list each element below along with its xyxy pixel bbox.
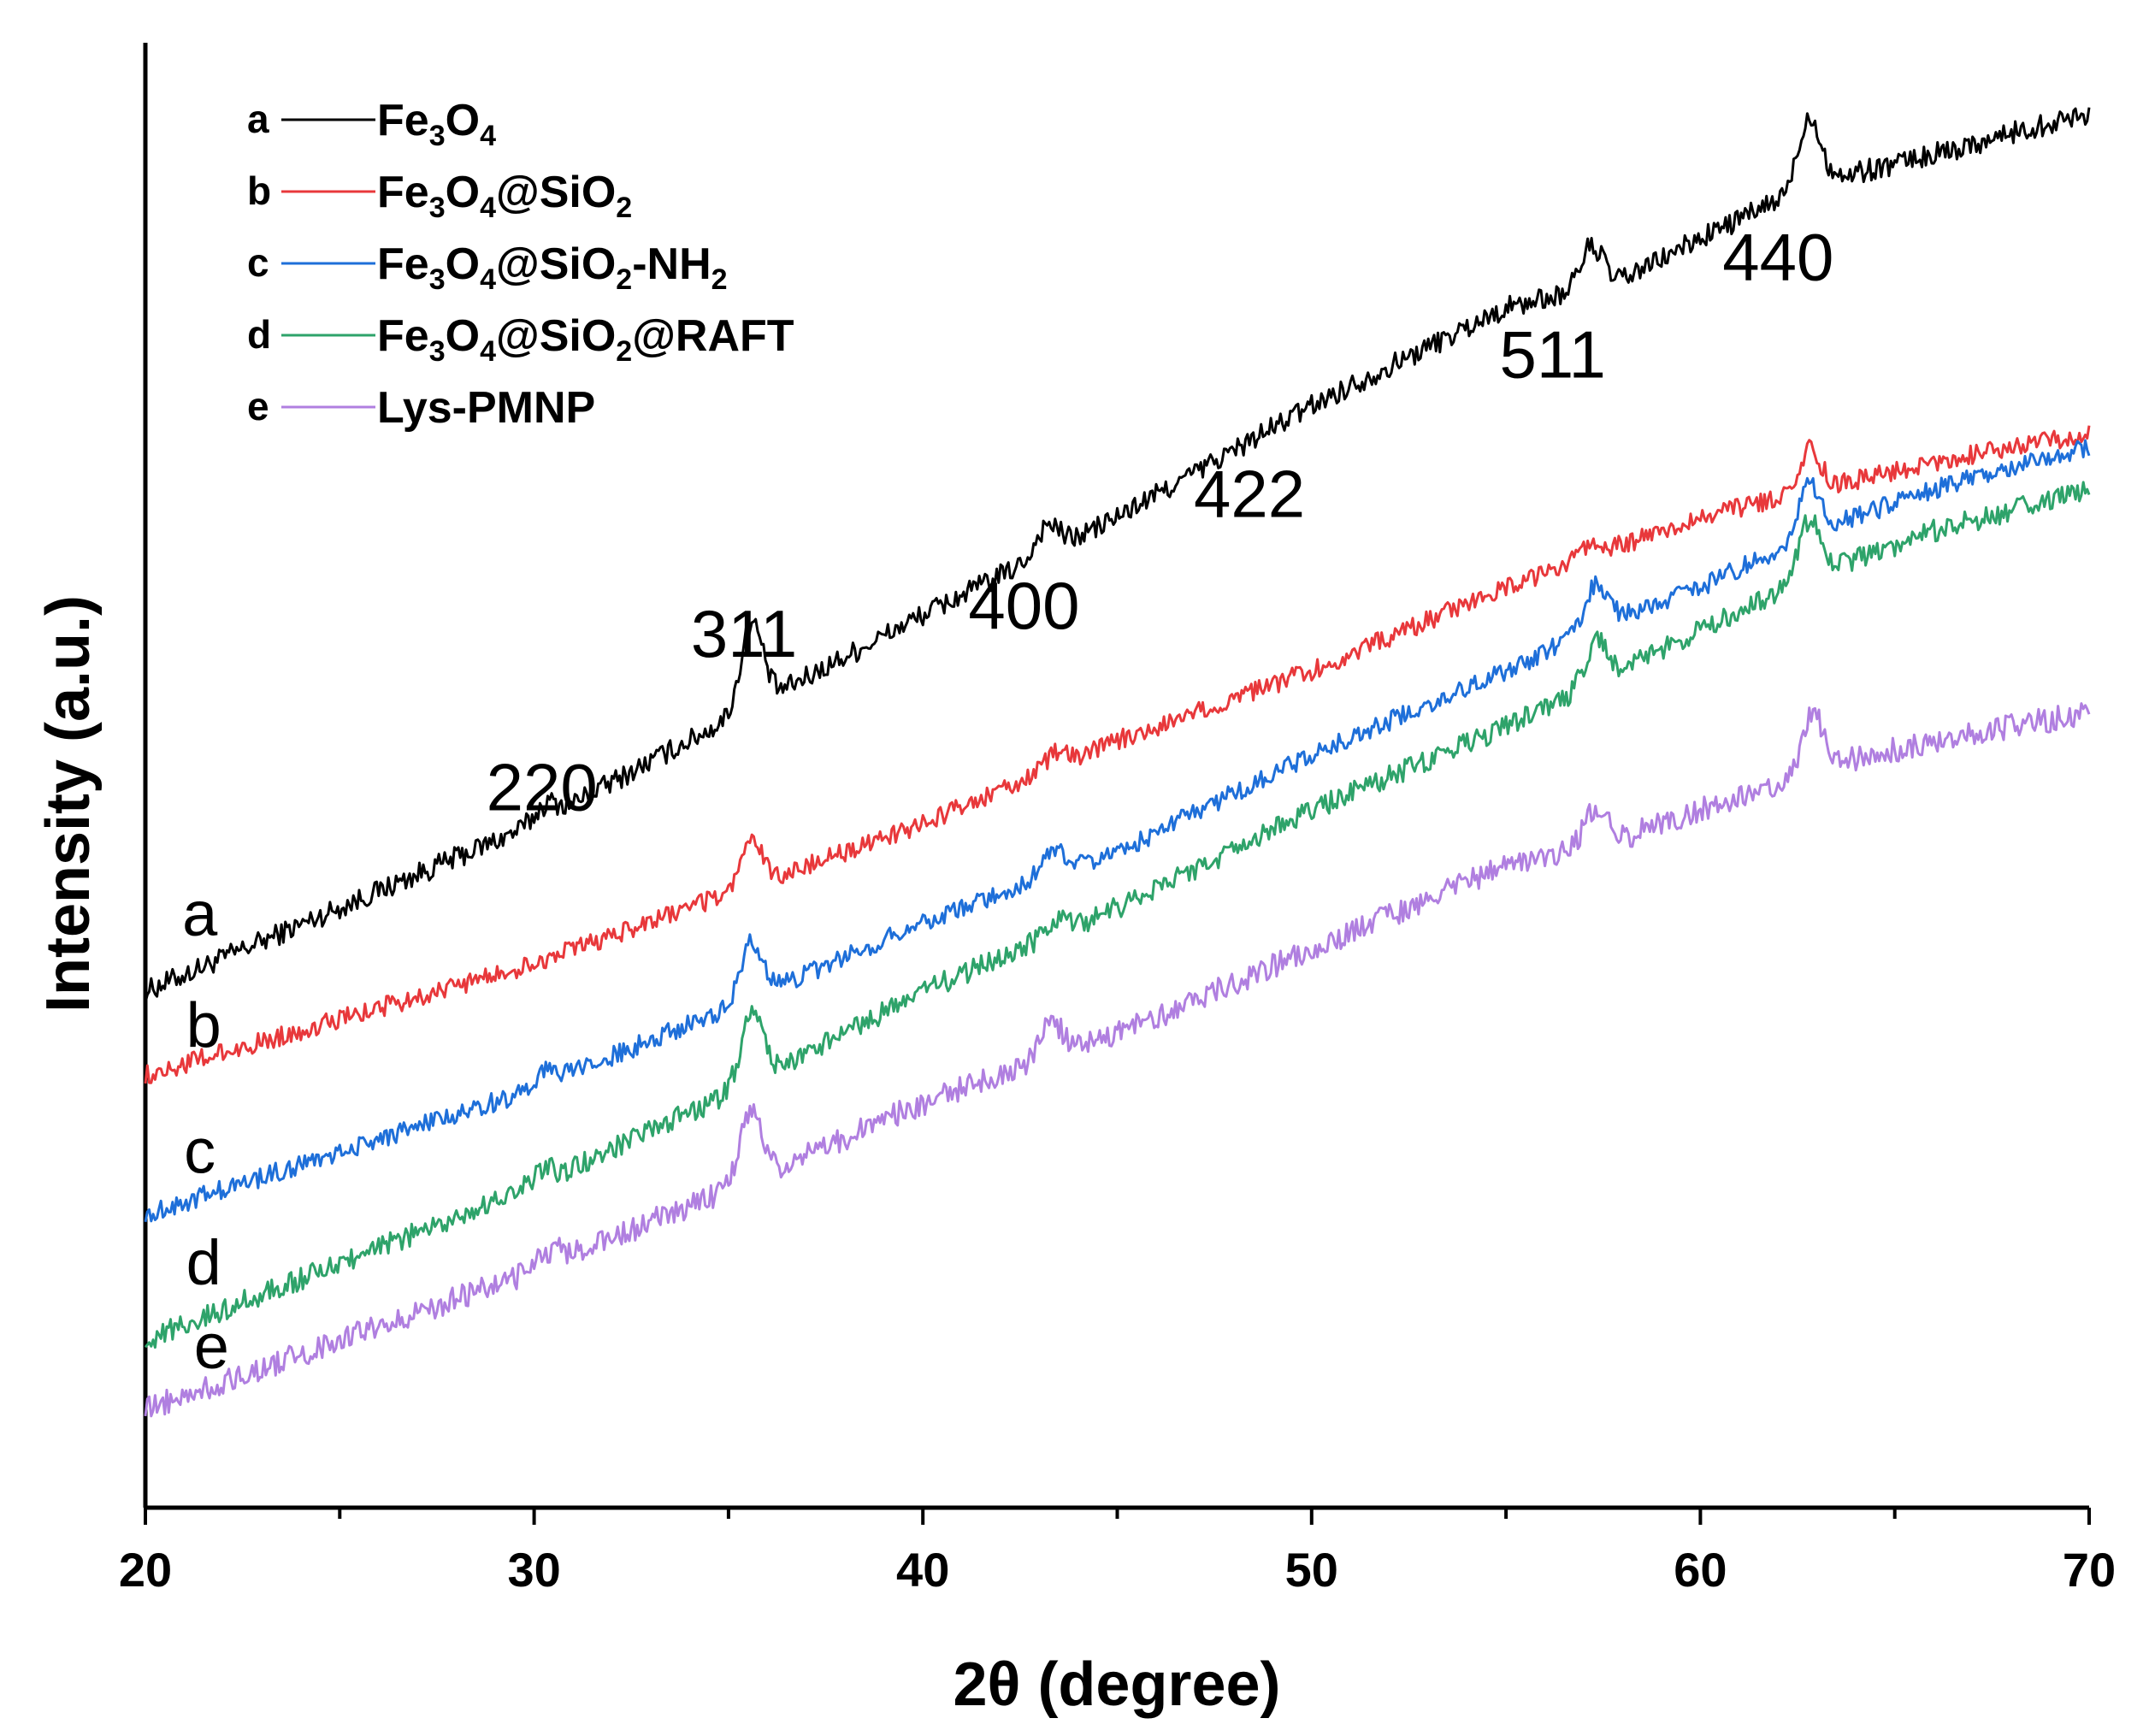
legend-part: -NH [632, 239, 711, 289]
peak-label-511: 511 [1499, 317, 1605, 393]
legend-key-a: a [247, 97, 269, 141]
x-tick-label: 70 [2063, 1543, 2116, 1597]
legend-part: 2 [616, 335, 632, 368]
legend-part: @SiO [496, 168, 616, 217]
curve-label-e: e [194, 1311, 229, 1382]
x-axis-title: 2θ (degree) [953, 1650, 1280, 1719]
legend-key-e: e [247, 384, 269, 428]
curve-label-a: a [182, 878, 218, 949]
legend-part: @RAFT [632, 311, 794, 361]
legend-part: Fe [377, 96, 429, 145]
legend-part: 4 [480, 335, 496, 368]
legend-part: O [446, 168, 480, 217]
y-axis-title: Intensity (a.u.) [34, 595, 103, 1013]
legend-key-b: b [247, 168, 271, 213]
legend-label-a: Fe3O4 [377, 96, 496, 152]
legend-part: 3 [429, 120, 446, 152]
legend-label-e: Lys-PMNP [377, 383, 595, 433]
legend-part: 4 [480, 120, 496, 152]
series-line-d [144, 481, 2091, 1349]
series-lines [144, 107, 2091, 1418]
series-line-c [144, 439, 2091, 1223]
series-line-a [144, 107, 2091, 1003]
legend-part: 3 [429, 263, 446, 296]
legend-label-b: Fe3O4@SiO2 [377, 168, 632, 224]
legend-sub-2: 2 [711, 263, 728, 296]
legend-part: Fe [377, 311, 429, 361]
peak-label-422: 422 [1194, 457, 1305, 532]
legend-part: 3 [429, 192, 446, 224]
legend-part: Lys-PMNP [377, 383, 595, 433]
legend-label-d: Fe3O4@SiO2@RAFT [377, 311, 794, 368]
peak-labels: 220 311 400 422 511 440 [487, 219, 1834, 824]
legend-part: O [446, 96, 480, 145]
legend-part: 4 [480, 192, 496, 224]
peak-label-440: 440 [1722, 219, 1833, 294]
legend-part: 3 [429, 335, 446, 368]
x-axis-ticks: 20 30 40 50 60 70 [119, 1508, 2116, 1597]
legend-part: O [446, 239, 480, 289]
legend-part: Fe [377, 168, 429, 217]
series-line-e [144, 702, 2091, 1418]
curve-label-d: d [186, 1227, 221, 1298]
x-tick-label: 20 [119, 1543, 172, 1597]
legend-key-c: c [247, 240, 269, 285]
legend-part: 4 [480, 263, 496, 296]
legend-label-c: Fe3O4@SiO2-NH2 [377, 239, 728, 296]
x-tick-label: 60 [1674, 1543, 1727, 1597]
legend-part: @SiO [496, 311, 616, 361]
legend-key-d: d [247, 312, 271, 357]
legend-part: 2 [616, 263, 632, 296]
series-line-b [144, 425, 2091, 1084]
x-tick-label: 50 [1285, 1543, 1338, 1597]
curve-label-c: c [184, 1115, 215, 1186]
legend-part: Fe [377, 239, 429, 289]
legend-part: @SiO [496, 239, 616, 289]
curve-label-b: b [186, 990, 221, 1061]
legend-part: O [446, 311, 480, 361]
x-tick-label: 40 [896, 1543, 949, 1597]
x-tick-label: 30 [507, 1543, 560, 1597]
peak-label-311: 311 [691, 596, 797, 671]
peak-label-400: 400 [968, 568, 1079, 643]
peak-label-220: 220 [487, 749, 598, 824]
legend-part: 2 [616, 192, 632, 224]
